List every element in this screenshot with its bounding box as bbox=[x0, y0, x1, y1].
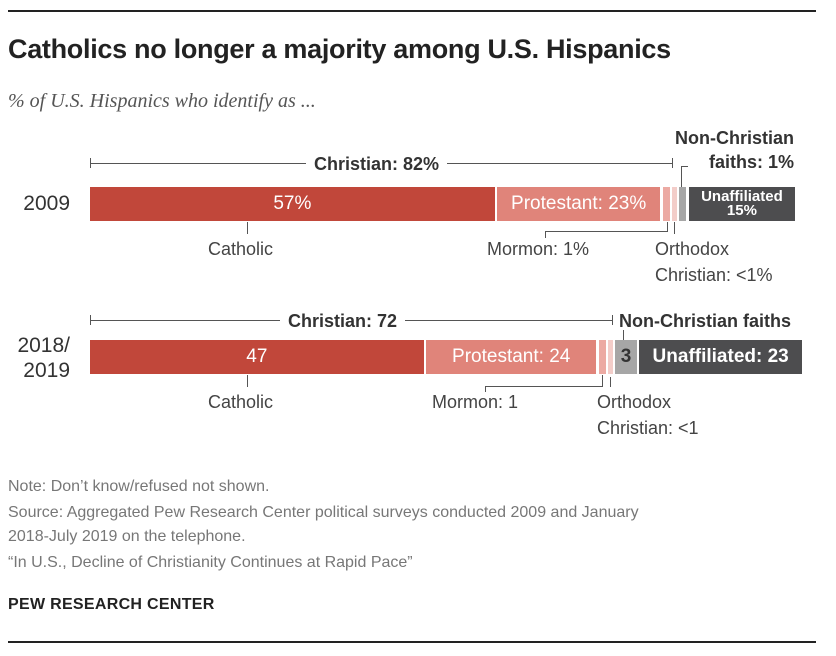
note: Note: Don’t know/refused not shown. bbox=[8, 478, 270, 495]
mormon-connector bbox=[667, 222, 668, 232]
mormon-connector bbox=[545, 231, 668, 232]
bar-segment-orthodox bbox=[608, 340, 614, 374]
segment-label: 3 bbox=[620, 346, 632, 367]
bar-2018-2019: 47 Protestant: 24 3 Unaffiliated: 23 bbox=[90, 340, 803, 374]
catholic-label-2009: Catholic bbox=[208, 239, 274, 259]
segment-label: Protestant: 24 bbox=[452, 346, 571, 367]
catholic-tick bbox=[247, 222, 248, 234]
bar-segment-protestant: Protestant: 23% bbox=[497, 187, 661, 221]
source-line-1: Source: Aggregated Pew Research Center p… bbox=[8, 504, 639, 521]
non-christian-connector bbox=[623, 330, 624, 340]
source-line-2: 2018-July 2019 on the telephone. bbox=[8, 528, 246, 545]
segment-label: Unaffiliated: 23 bbox=[652, 346, 789, 367]
bar-segment-protestant: Protestant: 24 bbox=[426, 340, 597, 374]
non-christian-connector bbox=[681, 166, 682, 187]
non-christian-label-2009-a: Non-Christian bbox=[675, 128, 794, 148]
non-christian-connector bbox=[681, 166, 688, 167]
bracket-tick bbox=[612, 315, 613, 325]
orthodox-label-2009-a: Orthodox bbox=[655, 239, 730, 259]
bar-segment-unaffiliated: Unaffiliated 15% bbox=[688, 187, 796, 221]
orthodox-label-2018-b: Christian: <1 bbox=[597, 418, 699, 438]
bar-segment-non-christian: 3 bbox=[615, 340, 637, 374]
mormon-connector bbox=[485, 386, 603, 387]
bar-segment-mormon bbox=[598, 340, 606, 374]
segment-label: Protestant: 23% bbox=[511, 193, 647, 214]
bar-segment-catholic: 57% bbox=[90, 187, 495, 221]
mormon-connector bbox=[545, 231, 546, 238]
orthodox-tick bbox=[610, 377, 611, 387]
bar-segment-catholic: 47 bbox=[90, 340, 424, 374]
top-rule bbox=[8, 10, 816, 12]
orthodox-label-2009-b: Christian: <1% bbox=[655, 265, 773, 285]
non-christian-label-2009-b: faiths: 1% bbox=[708, 152, 794, 172]
bracket-tick bbox=[90, 315, 91, 325]
mormon-label-2018: Mormon: 1 bbox=[432, 392, 519, 412]
chart-subtitle: % of U.S. Hispanics who identify as ... bbox=[8, 90, 316, 112]
orthodox-tick bbox=[674, 222, 675, 234]
christian-label-2018: Christian: 72 bbox=[280, 309, 406, 333]
bar-segment-unaffiliated: Unaffiliated: 23 bbox=[639, 340, 803, 374]
bracket-tick bbox=[672, 158, 673, 168]
bar-segment-non-christian bbox=[679, 187, 687, 221]
segment-label: 15% bbox=[726, 202, 757, 219]
orthodox-label-2018-a: Orthodox bbox=[597, 392, 672, 412]
segment-label: 47 bbox=[246, 346, 268, 367]
mormon-connector bbox=[602, 375, 603, 387]
brand-logo: PEW RESEARCH CENTER bbox=[8, 596, 215, 613]
year-label-2018-a: 2018/ bbox=[17, 334, 70, 357]
christian-label-2009: Christian: 82% bbox=[306, 152, 448, 176]
mormon-connector bbox=[485, 386, 486, 392]
year-label-2018-b: 2019 bbox=[23, 359, 70, 382]
catholic-tick bbox=[247, 375, 248, 387]
catholic-label-2018: Catholic bbox=[208, 392, 274, 412]
non-christian-label-2018: Non-Christian faiths bbox=[619, 311, 792, 331]
mormon-label-2009: Mormon: 1% bbox=[487, 239, 590, 259]
year-label-2009: 2009 bbox=[23, 192, 70, 215]
bracket-tick bbox=[90, 158, 91, 168]
chart-title: Catholics no longer a majority among U.S… bbox=[8, 34, 671, 64]
bar-2009: 57% Protestant: 23% Unaffiliated 15% bbox=[90, 187, 800, 221]
segment-label: 57% bbox=[273, 193, 312, 214]
bottom-rule bbox=[8, 641, 816, 643]
bar-segment-orthodox bbox=[672, 187, 677, 221]
bar-segment-mormon bbox=[662, 187, 670, 221]
report-title: “In U.S., Decline of Christianity Contin… bbox=[8, 554, 413, 571]
segment-label: Unaffiliated bbox=[701, 188, 783, 205]
